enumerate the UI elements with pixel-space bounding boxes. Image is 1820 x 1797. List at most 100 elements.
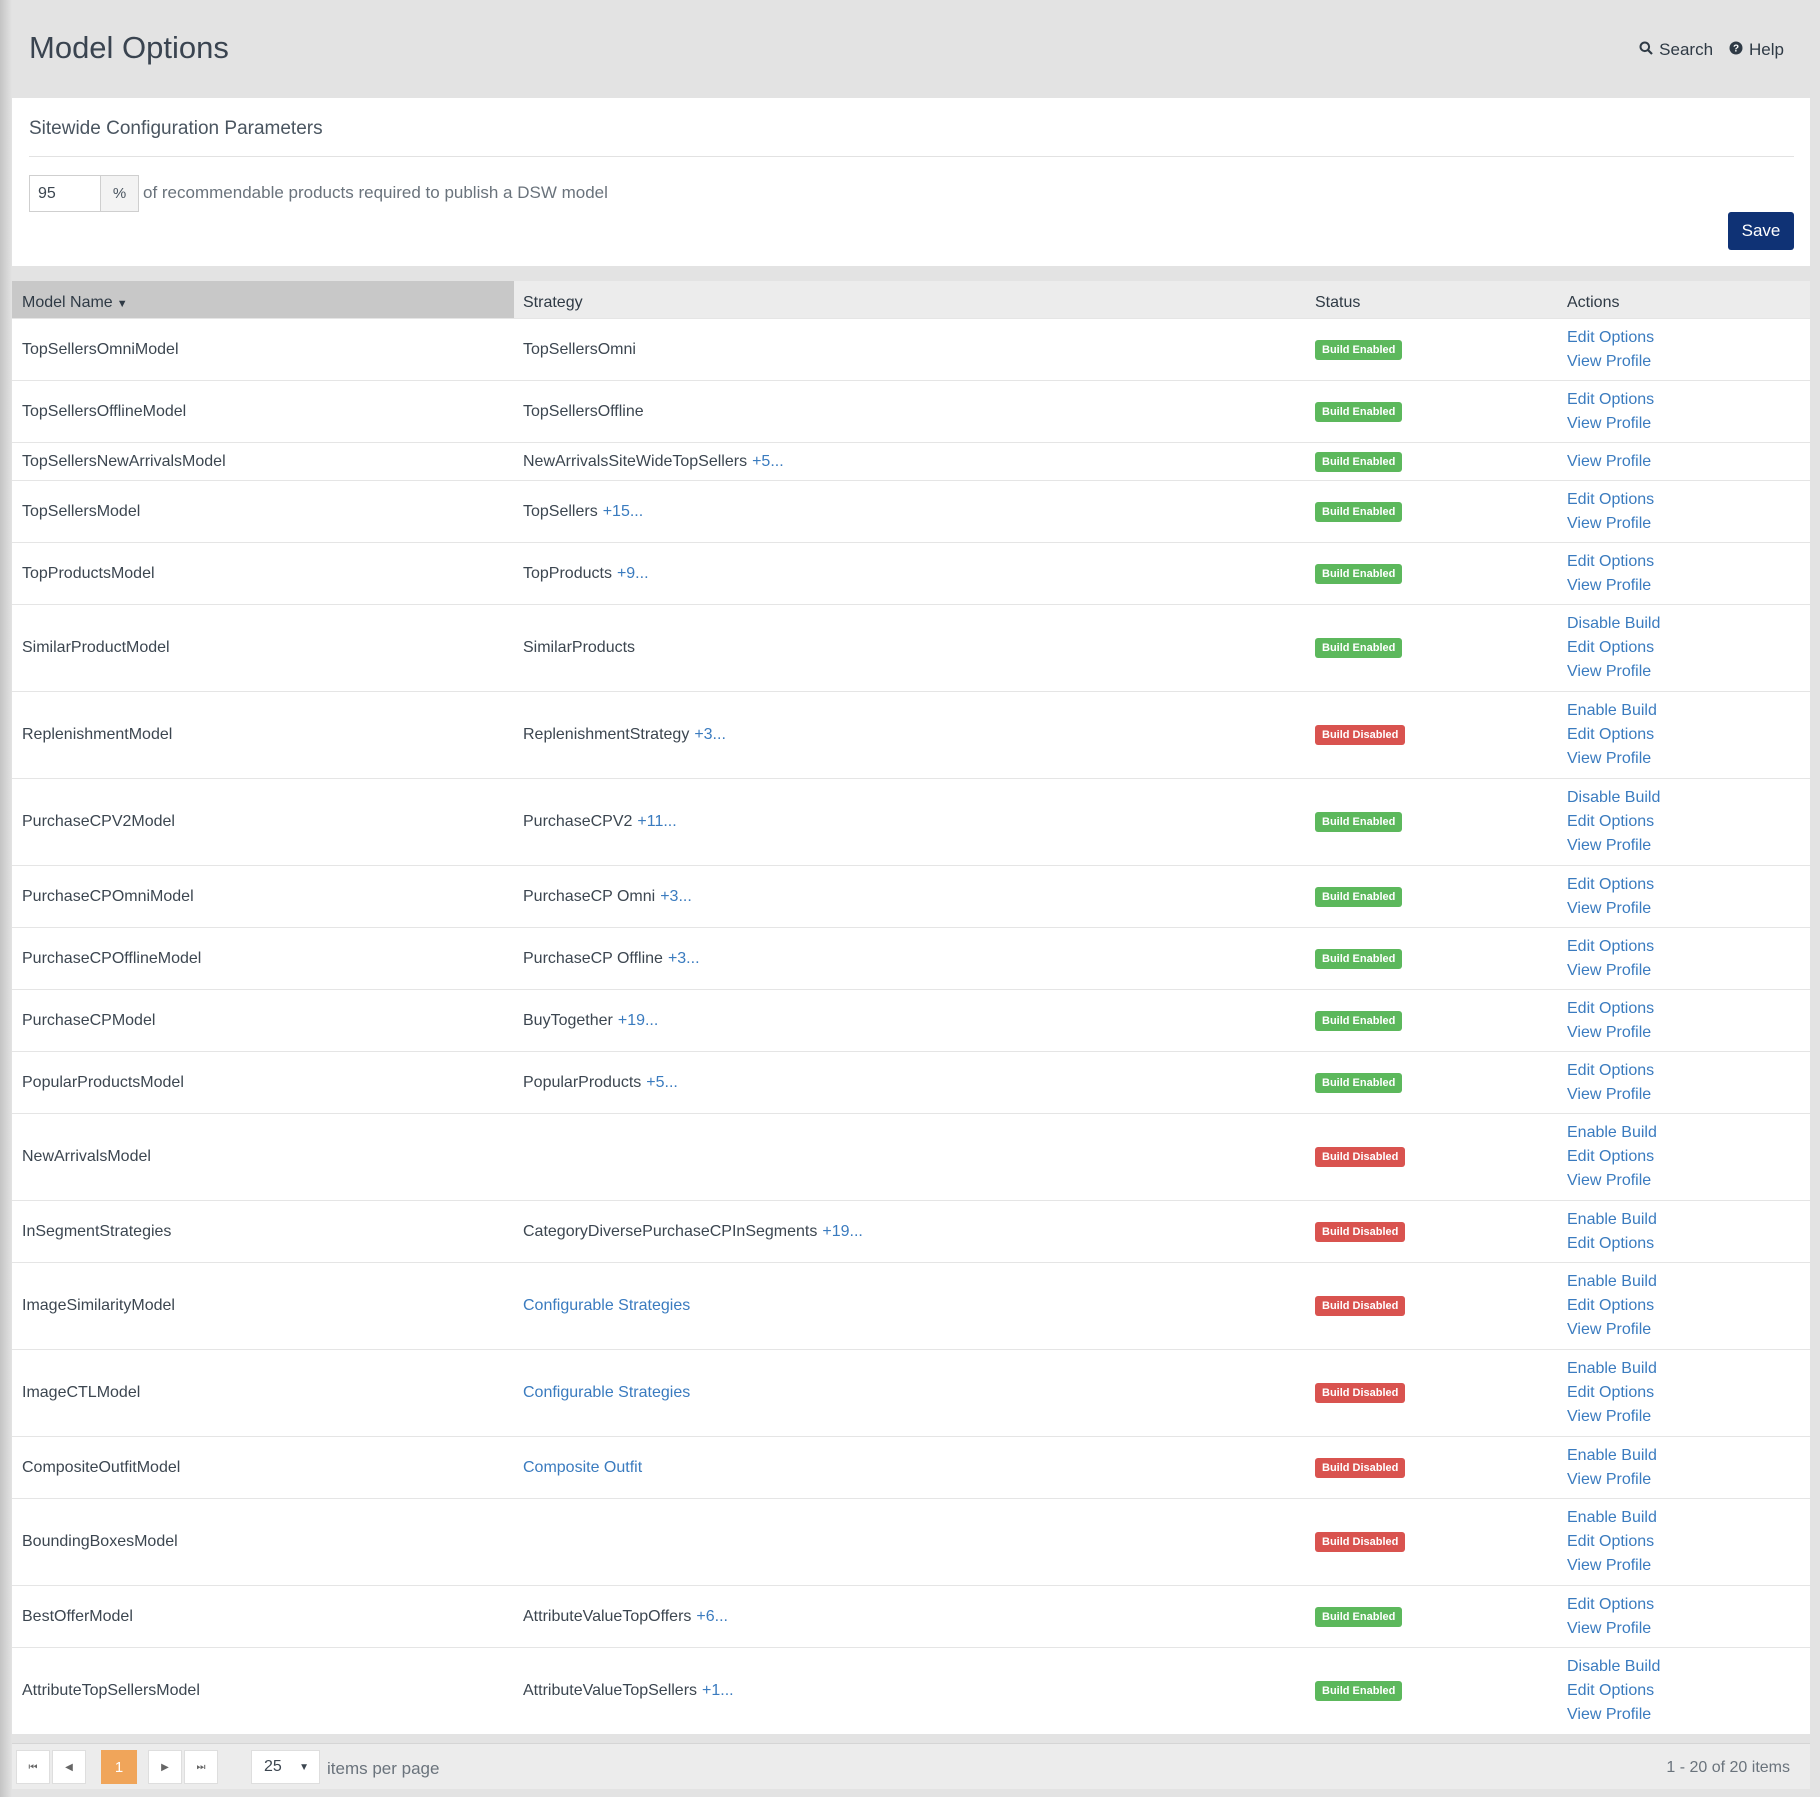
view-profile-link[interactable]: View Profile	[1567, 663, 1652, 680]
view-profile-link[interactable]: View Profile	[1567, 1023, 1652, 1041]
strategy-name: PopularProducts	[523, 1073, 642, 1091]
strategy-link[interactable]: Configurable Strategies	[523, 1297, 691, 1314]
page-number-current[interactable]: 1	[101, 1750, 137, 1784]
enable-build-link[interactable]: Enable Build	[1567, 1124, 1657, 1141]
edit-options-link[interactable]: Edit Options	[1567, 390, 1655, 408]
strategy-more-link[interactable]: +5...	[646, 1073, 678, 1091]
strategy-more-link[interactable]: +19...	[617, 1011, 659, 1029]
view-profile-link[interactable]: View Profile	[1567, 1619, 1652, 1637]
edit-options-link[interactable]: Edit Options	[1567, 328, 1655, 346]
table-row: BestOfferModel AttributeValueTopOffers +6.…	[12, 1585, 1810, 1647]
status-badge: Build Enabled	[1315, 886, 1403, 907]
strategy-cell: PopularProducts +5...	[523, 1052, 1303, 1113]
view-profile-link[interactable]: View Profile	[1567, 837, 1652, 854]
strategy-more-link[interactable]: +3...	[694, 726, 726, 743]
strategy-more-link[interactable]: +3...	[667, 949, 700, 967]
edit-options-link[interactable]: Edit Options	[1567, 1148, 1655, 1165]
strategy-more-link[interactable]: +9...	[616, 564, 649, 582]
view-profile-link[interactable]: View Profile	[1567, 750, 1652, 767]
disable-build-link[interactable]: Disable Build	[1567, 1658, 1661, 1675]
enable-build-link[interactable]: Enable Build	[1567, 1509, 1657, 1526]
view-profile-link[interactable]: View Profile	[1567, 961, 1652, 979]
view-profile-link[interactable]: View Profile	[1567, 1408, 1652, 1425]
enable-build-link[interactable]: Enable Build	[1567, 1446, 1657, 1464]
enable-build-link[interactable]: Enable Build	[1567, 1273, 1657, 1290]
edit-options-link[interactable]: Edit Options	[1567, 490, 1655, 508]
status-cell: Build Enabled	[1315, 381, 1555, 442]
status-cell: Build Disabled	[1315, 1263, 1555, 1349]
edit-options-link[interactable]: Edit Options	[1567, 1533, 1655, 1550]
last-page-button[interactable]: ⏭	[184, 1750, 218, 1784]
edit-options-link[interactable]: Edit Options	[1567, 1682, 1655, 1699]
page-size-select[interactable]: 25 ▼	[251, 1750, 320, 1784]
strategy-cell: TopSellers +15...	[523, 481, 1303, 542]
strategy-more-link[interactable]: +15...	[602, 502, 644, 520]
edit-options-link[interactable]: Edit Options	[1567, 726, 1655, 743]
table-row: ReplenishmentModel ReplenishmentStrategy +…	[12, 691, 1810, 778]
strategy-more-link[interactable]: +3...	[660, 887, 692, 905]
edit-options-link[interactable]: Edit Options	[1567, 1061, 1655, 1079]
view-profile-link[interactable]: View Profile	[1567, 576, 1652, 594]
column-header-strategy[interactable]: Strategy	[523, 294, 583, 311]
view-profile-link[interactable]: View Profile	[1567, 414, 1652, 432]
disable-build-link[interactable]: Disable Build	[1567, 789, 1661, 806]
pager-info: 1 - 20 of 20 items	[1666, 1759, 1790, 1776]
percent-input[interactable]	[29, 175, 100, 212]
edit-options-link[interactable]: Edit Options	[1567, 1595, 1655, 1613]
search-label: Search	[1659, 40, 1714, 59]
view-profile-link[interactable]: View Profile	[1567, 1172, 1652, 1189]
actions-cell: Edit Options View Profile	[1567, 990, 1797, 1051]
status-badge: Build Enabled	[1315, 401, 1403, 422]
status-cell: Build Enabled	[1315, 605, 1555, 691]
view-profile-link[interactable]: View Profile	[1567, 352, 1652, 370]
edit-options-link[interactable]: Edit Options	[1567, 1384, 1655, 1401]
model-name-cell: TopProductsModel	[22, 564, 155, 582]
page-title: Model Options	[29, 30, 229, 65]
edit-options-link[interactable]: Edit Options	[1567, 552, 1655, 570]
view-profile-link[interactable]: View Profile	[1567, 452, 1652, 470]
view-profile-link[interactable]: View Profile	[1567, 899, 1652, 917]
model-name-cell: NewArrivalsModel	[22, 1148, 151, 1165]
enable-build-link[interactable]: Enable Build	[1567, 1360, 1657, 1377]
strategy-link[interactable]: Composite Outfit	[523, 1458, 643, 1476]
status-badge: Build Enabled	[1315, 812, 1403, 832]
help-link[interactable]: ? Help	[1729, 40, 1784, 60]
edit-options-link[interactable]: Edit Options	[1567, 875, 1655, 893]
strategy-link[interactable]: Configurable Strategies	[523, 1384, 691, 1401]
strategy-more-link[interactable]: +1...	[702, 1682, 734, 1699]
enable-build-link[interactable]: Enable Build	[1567, 1210, 1657, 1228]
strategy-more-link[interactable]: +19...	[822, 1222, 863, 1240]
view-profile-link[interactable]: View Profile	[1567, 1706, 1652, 1723]
save-button[interactable]: Save	[1728, 212, 1794, 250]
edit-options-link[interactable]: Edit Options	[1567, 639, 1655, 656]
edit-options-link[interactable]: Edit Options	[1567, 937, 1655, 955]
strategy-more-link[interactable]: +5...	[752, 452, 784, 470]
enable-build-link[interactable]: Enable Build	[1567, 702, 1657, 719]
edit-options-link[interactable]: Edit Options	[1567, 1297, 1655, 1314]
search-link[interactable]: Search	[1639, 40, 1713, 60]
view-profile-link[interactable]: View Profile	[1567, 1085, 1652, 1103]
strategy-cell: TopProducts +9...	[523, 543, 1303, 604]
table-row: TopSellersNewArrivalsModel NewArrivalsSit…	[12, 442, 1810, 480]
actions-cell: Enable Build Edit Options View Profile	[1567, 1499, 1797, 1585]
column-header-status[interactable]: Status	[1315, 294, 1361, 311]
actions-cell: Enable Build Edit Options	[1567, 1201, 1797, 1262]
view-profile-link[interactable]: View Profile	[1567, 514, 1652, 532]
edit-options-link[interactable]: Edit Options	[1567, 1234, 1655, 1252]
status-cell: Build Enabled	[1315, 1586, 1555, 1647]
disable-build-link[interactable]: Disable Build	[1567, 615, 1661, 632]
strategy-name: PurchaseCPV2	[523, 813, 633, 830]
edit-options-link[interactable]: Edit Options	[1567, 999, 1655, 1017]
status-badge: Build Disabled	[1315, 725, 1406, 745]
view-profile-link[interactable]: View Profile	[1567, 1557, 1652, 1574]
view-profile-link[interactable]: View Profile	[1567, 1321, 1652, 1338]
strategy-more-link[interactable]: +6...	[696, 1607, 728, 1625]
prev-page-button[interactable]: ◀	[52, 1750, 86, 1784]
column-header-model-name[interactable]: Model Name ▼	[12, 281, 514, 318]
edit-options-link[interactable]: Edit Options	[1567, 813, 1655, 830]
view-profile-link[interactable]: View Profile	[1567, 1470, 1652, 1488]
strategy-name: NewArrivalsSiteWideTopSellers	[523, 452, 748, 470]
first-page-button[interactable]: ⏮	[16, 1750, 50, 1784]
next-page-button[interactable]: ▶	[148, 1750, 182, 1784]
strategy-more-link[interactable]: +11...	[637, 813, 677, 830]
